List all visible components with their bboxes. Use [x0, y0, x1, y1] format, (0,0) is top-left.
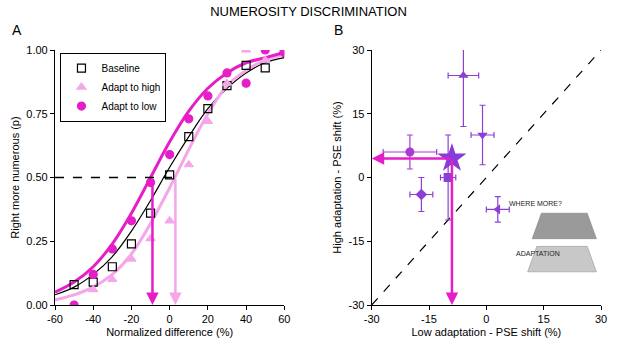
svg-text:ADAPTATION: ADAPTATION [516, 250, 560, 257]
svg-text:20: 20 [202, 313, 214, 325]
svg-text:Adapt to high: Adapt to high [101, 82, 160, 93]
svg-text:-20: -20 [123, 313, 139, 325]
svg-text:-40: -40 [85, 313, 101, 325]
svg-text:-30: -30 [364, 313, 380, 325]
svg-text:0.00: 0.00 [26, 299, 47, 311]
svg-text:0.25: 0.25 [26, 235, 47, 247]
svg-text:30: 30 [595, 313, 607, 325]
svg-text:-30: -30 [348, 299, 364, 311]
svg-text:Baseline: Baseline [101, 63, 140, 74]
svg-text:0: 0 [167, 313, 173, 325]
svg-text:60: 60 [278, 313, 290, 325]
svg-text:High adaptation - PSE shift (%: High adaptation - PSE shift (%) [331, 101, 343, 253]
svg-text:15: 15 [538, 313, 550, 325]
svg-text:30: 30 [352, 44, 364, 56]
svg-text:WHERE MORE?: WHERE MORE? [509, 200, 562, 207]
svg-text:40: 40 [240, 313, 252, 325]
svg-text:-15: -15 [421, 313, 437, 325]
svg-text:0: 0 [483, 313, 489, 325]
svg-text:Adapt to low: Adapt to low [101, 101, 157, 112]
svg-text:Low adaptation - PSE shift (%): Low adaptation - PSE shift (%) [411, 326, 561, 338]
svg-text:0: 0 [358, 171, 364, 183]
svg-text:0.75: 0.75 [26, 108, 47, 120]
svg-text:1.00: 1.00 [26, 44, 47, 56]
svg-text:B: B [334, 22, 343, 38]
svg-text:15: 15 [352, 108, 364, 120]
svg-text:Right more numerous (p): Right more numerous (p) [9, 116, 21, 238]
svg-text:-15: -15 [348, 235, 364, 247]
svg-text:NUMEROSITY DISCRIMINATION: NUMEROSITY DISCRIMINATION [210, 4, 407, 19]
svg-text:0.50: 0.50 [26, 171, 47, 183]
svg-text:-60: -60 [47, 313, 63, 325]
svg-text:Normalized difference (%): Normalized difference (%) [106, 326, 233, 338]
svg-text:A: A [12, 22, 22, 38]
